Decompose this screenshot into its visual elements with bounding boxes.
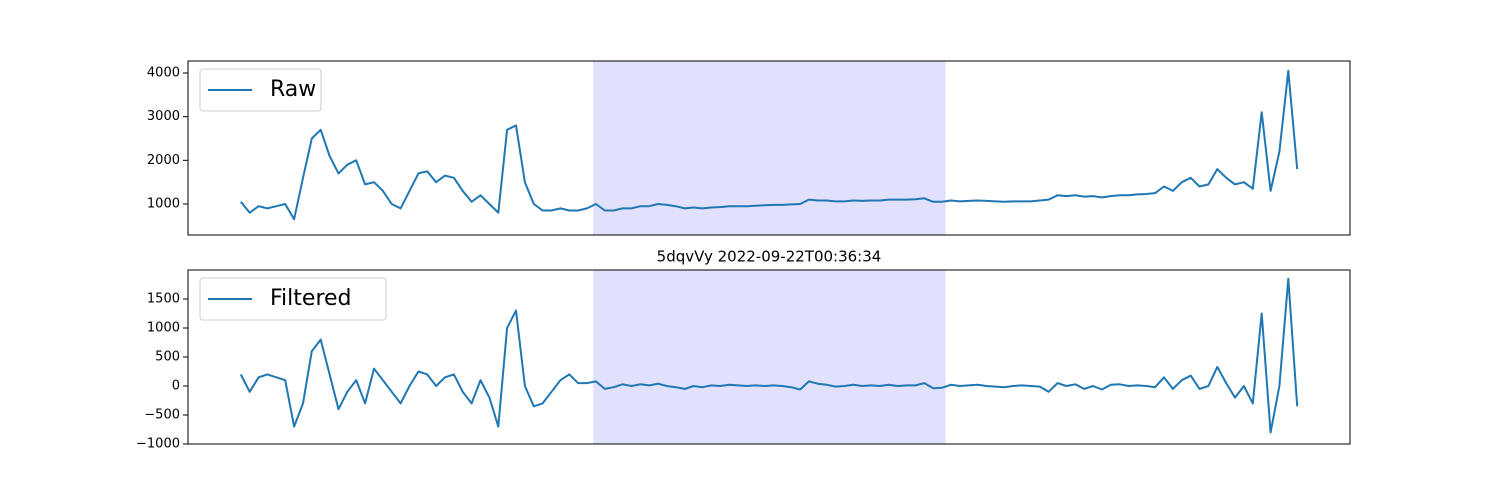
legend-box: [199, 68, 322, 112]
legend-label: Raw: [270, 77, 316, 102]
y-tick-label: 4000: [147, 66, 180, 81]
plot-frame: [187, 60, 1351, 236]
y-tick-label: 3000: [147, 109, 180, 124]
highlight-span: [593, 61, 946, 235]
chart-title: 5dqvVy 2022-09-22T00:36:34: [657, 248, 882, 266]
y-tick-label: −1000: [136, 437, 180, 452]
y-tick-label: 500: [155, 350, 180, 365]
plot-frame: [187, 269, 1351, 445]
highlight-span: [593, 270, 946, 444]
legend-label: Filtered: [270, 286, 352, 311]
legend-box: [199, 277, 387, 321]
y-tick-label: 1000: [147, 196, 180, 211]
y-tick-label: 1000: [147, 321, 180, 336]
line: [239, 277, 1299, 434]
y-tick-label: 0: [172, 379, 180, 394]
y-tick-label: 2000: [147, 153, 180, 168]
line: [240, 69, 1299, 221]
y-tick-label: 1500: [147, 292, 180, 307]
y-tick-label: −500: [144, 408, 180, 423]
